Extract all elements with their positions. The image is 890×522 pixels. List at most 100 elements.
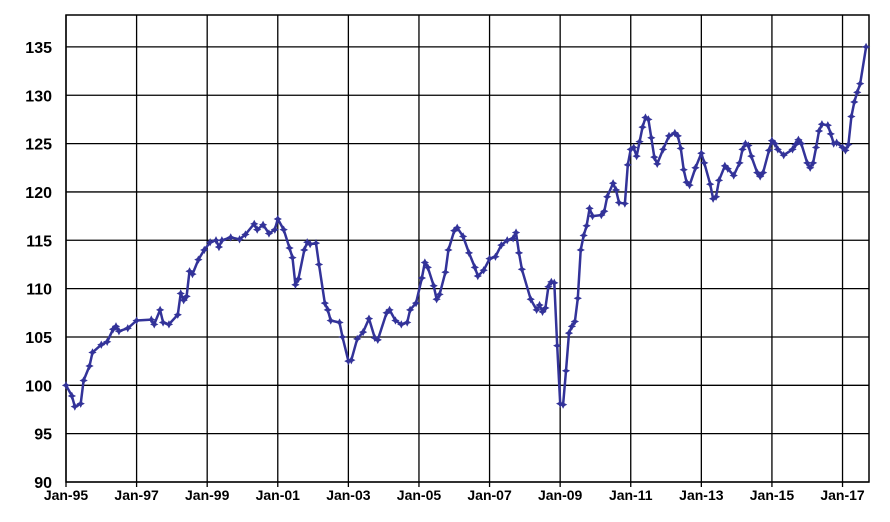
grid (65, 14, 870, 487)
data-point-marker (638, 123, 647, 132)
data-point-marker (714, 176, 724, 185)
data-point-marker (155, 305, 165, 315)
data-point-marker (861, 42, 871, 52)
data-point-marker (650, 152, 659, 162)
data-point-marker (535, 300, 544, 310)
data-point-marker (303, 238, 312, 247)
y-tick-label: 120 (25, 185, 52, 202)
x-tick-label: Jan-03 (326, 487, 371, 503)
data-point-marker (853, 88, 862, 97)
y-tick-label: 130 (25, 88, 52, 105)
data-point-marker (285, 243, 294, 253)
x-tick-label: Jan-15 (750, 487, 795, 503)
data-point-marker (544, 282, 553, 291)
data-point-marker (305, 240, 315, 249)
data-point-marker (85, 361, 94, 371)
data-point-marker (97, 340, 106, 349)
data-point-marker (641, 113, 650, 122)
x-tick-label: Jan-13 (679, 487, 724, 503)
data-point-marker (711, 192, 721, 201)
data-point-marker (517, 265, 527, 274)
data-point-marker (600, 207, 609, 216)
data-point-marker (691, 163, 700, 172)
data-point-marker (632, 152, 641, 161)
data-point-marker (464, 248, 474, 257)
data-point-marker (623, 160, 632, 170)
data-point-marker (611, 185, 621, 195)
data-point-marker (132, 316, 141, 325)
data-point-marker (817, 120, 827, 129)
data-point-marker (841, 146, 850, 155)
data-point-marker (844, 140, 853, 149)
data-point-marker (479, 266, 488, 275)
data-point-marker (826, 129, 835, 139)
data-point-marker (697, 149, 706, 158)
data-point-marker (205, 238, 215, 247)
data-point-marker (353, 334, 362, 344)
data-point-marker (764, 146, 774, 155)
data-point-marker (114, 327, 124, 336)
series-line (64, 46, 868, 408)
data-point-marker (279, 225, 288, 234)
data-point-marker (744, 141, 753, 150)
data-point-marker (323, 305, 332, 315)
data-point-marker (326, 316, 335, 325)
data-point-marker (541, 303, 550, 313)
data-point-marker (211, 236, 221, 245)
data-point-marker (588, 211, 597, 221)
data-point-marker (194, 255, 203, 264)
data-point-marker (741, 139, 750, 148)
data-point-marker (458, 232, 468, 241)
data-point-marker (647, 133, 656, 142)
data-point-marker (176, 289, 185, 298)
y-tick-label: 100 (25, 378, 52, 395)
data-point-marker (320, 298, 329, 308)
data-point-marker (300, 245, 309, 255)
data-point-marker (808, 158, 818, 168)
data-point-marker (620, 199, 630, 208)
data-point-marker (423, 263, 432, 272)
data-point-marker (797, 139, 806, 148)
data-point-marker (538, 307, 547, 316)
y-tick-label: 95 (34, 427, 52, 444)
data-point-marker (758, 168, 768, 177)
data-point-marker (288, 253, 297, 262)
data-point-marker (373, 335, 382, 345)
data-point-marker (597, 210, 606, 220)
data-point-marker (158, 318, 168, 327)
data-point-marker (385, 305, 394, 315)
y-tick-label: 115 (26, 233, 52, 250)
data-point-marker (61, 381, 71, 390)
data-point-marker (273, 214, 282, 224)
data-point-marker (147, 315, 156, 324)
data-point-marker (608, 179, 618, 188)
data-point-marker (420, 258, 429, 267)
y-tick-label: 90 (34, 475, 52, 492)
data-point-marker (173, 310, 182, 319)
data-point-marker (550, 278, 559, 287)
data-point-marker (644, 115, 653, 124)
data-point-marker (182, 292, 191, 301)
data-point-marker (573, 294, 582, 303)
data-point-marker (397, 320, 406, 329)
data-point-marker (411, 298, 421, 308)
data-point-marker (235, 235, 244, 244)
x-tick-label: Jan-05 (397, 487, 442, 503)
data-point-marker (856, 79, 865, 88)
data-point-marker (658, 145, 668, 154)
data-point-marker (429, 281, 438, 290)
x-tick-label: Jan-11 (609, 487, 653, 503)
data-point-marker (314, 260, 324, 269)
y-tick-label: 135 (25, 40, 52, 57)
data-point-marker (335, 318, 344, 327)
x-axis-ticks: Jan-95 Jan-97 Jan-99 Jan-01 Jan-03 Jan-05 Jan-… (44, 487, 865, 503)
data-point-marker (338, 332, 347, 342)
data-point-marker (576, 245, 585, 255)
data-point-marker (270, 225, 279, 234)
data-point-marker (564, 328, 574, 338)
data-point-marker (444, 245, 453, 255)
data-point-marker (364, 314, 374, 323)
data-point-marker (441, 268, 450, 277)
data-point-marker (779, 151, 788, 160)
data-point-marker (629, 143, 638, 152)
